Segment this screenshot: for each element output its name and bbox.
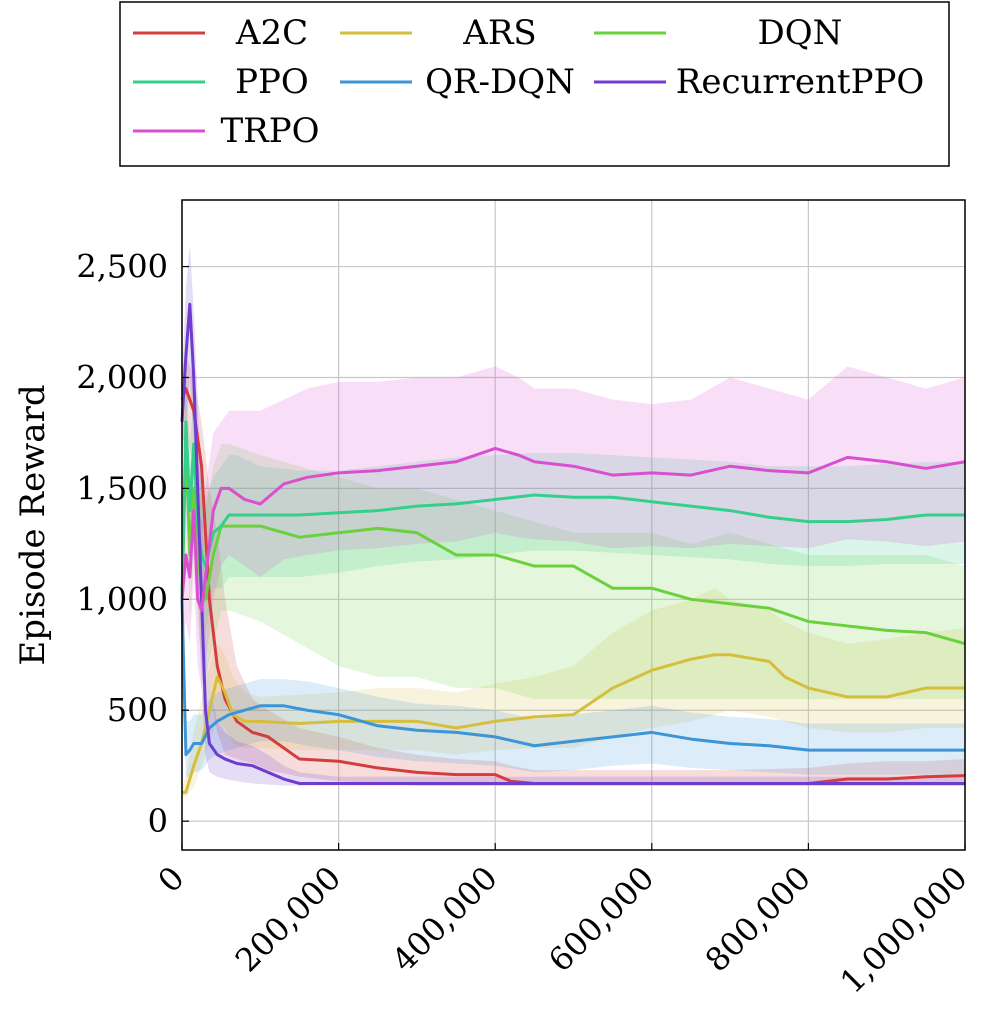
plot-area: [180, 199, 966, 851]
band-ppo: [182, 377, 965, 644]
x-tick-label: 600,000: [541, 859, 661, 979]
x-tick-label: 0: [150, 859, 191, 900]
y-tick-label: 1,000: [76, 580, 168, 618]
y-axis: 0 500 1,000 1,500 2,000 2,500: [76, 248, 189, 840]
band-trpo: [182, 366, 965, 689]
legend-label-ppo: PPO: [235, 62, 309, 102]
x-axis: 0 200,000 400,000 600,000 800,000 1,000,000: [150, 843, 975, 1001]
x-tick-label: 800,000: [698, 859, 818, 979]
line-recurrentppo: [180, 302, 965, 785]
x-tick-label: 1,000,000: [833, 859, 975, 1001]
x-tick-label: 200,000: [228, 859, 348, 979]
line-ars: [182, 653, 965, 794]
y-tick-label: 0: [148, 802, 168, 840]
y-tick-label: 500: [107, 691, 168, 729]
legend: A2C ARS DQN PPO QR-DQN RecurrentPPO TRPO: [119, 1, 950, 167]
y-tick-label: 2,000: [76, 358, 168, 396]
y-axis-label: Episode Reward: [13, 384, 53, 665]
y-tick-label: 2,500: [76, 248, 168, 286]
band-ars: [182, 588, 965, 797]
legend-label-dqn: DQN: [758, 13, 843, 53]
series-lines: [180, 302, 966, 794]
x-tick-label: 400,000: [384, 859, 504, 979]
legend-label-recurrentppo: RecurrentPPO: [676, 62, 924, 102]
legend-label-qr-dqn: QR-DQN: [425, 62, 575, 102]
legend-label-a2c: A2C: [235, 13, 308, 53]
legend-label-ars: ARS: [462, 13, 536, 53]
legend-box: [119, 1, 950, 167]
line-trpo: [180, 446, 966, 612]
legend-label-trpo: TRPO: [220, 111, 319, 151]
band-dqn: [182, 399, 965, 700]
plot-frame: [181, 199, 966, 851]
y-tick-label: 1,500: [76, 469, 168, 507]
band-a2c: [182, 355, 965, 786]
